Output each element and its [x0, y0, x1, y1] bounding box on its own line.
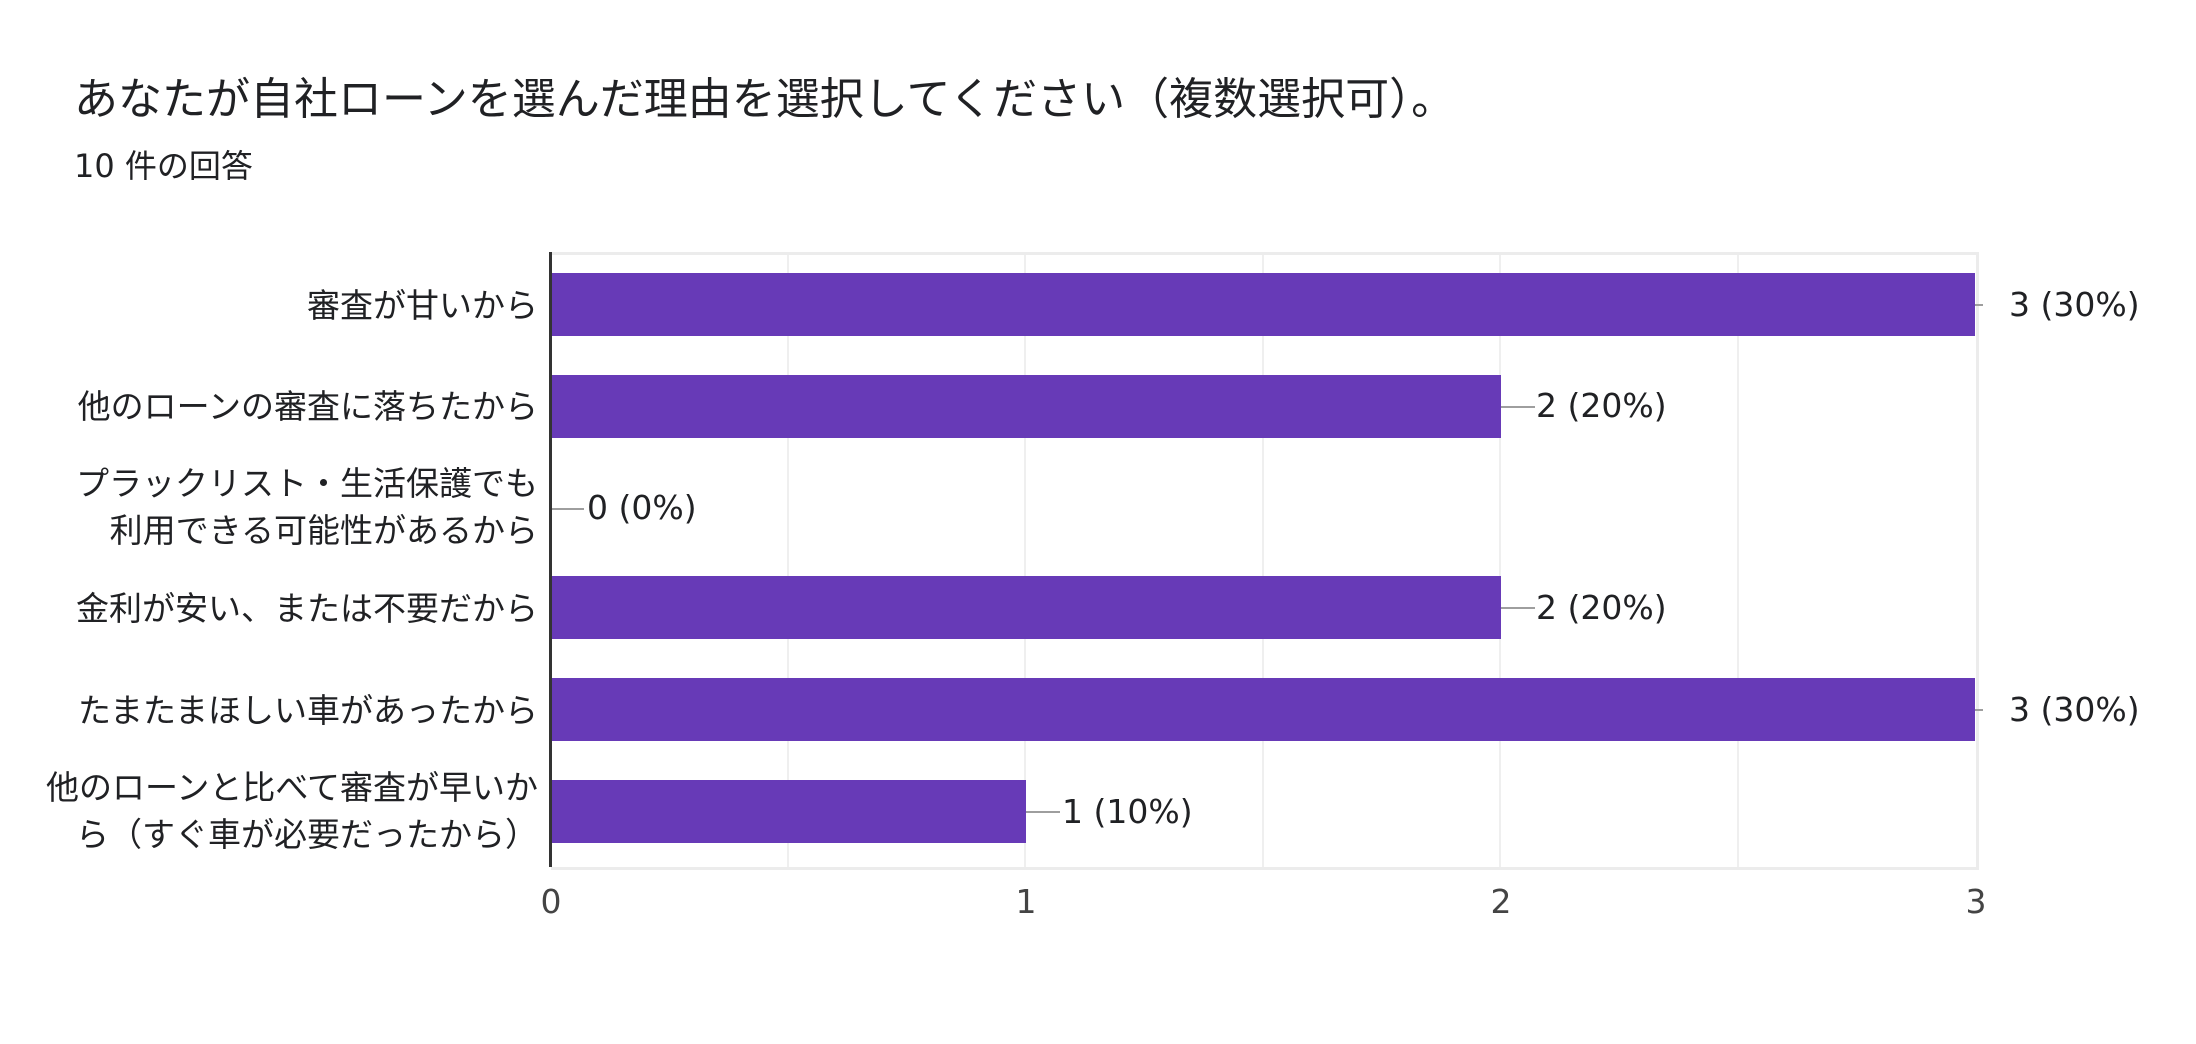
- gridline: [1262, 255, 1264, 867]
- x-tick-label: 1: [1015, 882, 1037, 921]
- value-label: 3 (30%): [2009, 690, 2140, 729]
- value-label: 3 (30%): [2009, 285, 2140, 324]
- value-label: 2 (20%): [1536, 588, 1667, 627]
- x-tick-label: 3: [1965, 882, 1987, 921]
- label-connector: [1975, 304, 1983, 306]
- label-connector: [1501, 406, 1535, 408]
- category-label: 審査が甘いから: [307, 282, 538, 329]
- bar[interactable]: [552, 375, 1501, 438]
- bar[interactable]: [552, 576, 1501, 639]
- category-label-line: ら（すぐ車が必要だったから）: [76, 815, 538, 854]
- category-label-line: 金利が安い、または不要だから: [76, 589, 538, 628]
- x-tick-label: 0: [540, 882, 562, 921]
- y-axis-line: [549, 252, 552, 867]
- bar[interactable]: [552, 780, 1026, 843]
- category-label: たまたまほしい車があったから: [78, 687, 538, 734]
- category-label-line: 他のローンの審査に落ちたから: [77, 387, 538, 426]
- gridline: [1737, 255, 1739, 867]
- label-connector: [552, 508, 584, 510]
- gridline: [1024, 255, 1026, 867]
- bar[interactable]: [552, 273, 1975, 336]
- response-count: 10 件の回答: [74, 147, 253, 185]
- category-label: 他のローンの審査に落ちたから: [78, 383, 538, 430]
- label-connector: [1501, 607, 1535, 609]
- category-label-line: たまたまほしい車があったから: [77, 691, 538, 730]
- gridline: [787, 255, 789, 867]
- gridline: [1499, 255, 1501, 867]
- x-tick-label: 2: [1490, 882, 1512, 921]
- category-label-line: 審査が甘いから: [307, 286, 538, 325]
- category-label-line: 利用できる可能性があるから: [109, 511, 538, 550]
- bar[interactable]: [552, 678, 1975, 741]
- value-label: 0 (0%): [587, 488, 697, 527]
- value-label: 2 (20%): [1536, 386, 1667, 425]
- category-label: プラックリスト・生活保護でも 利用できる可能性があるから: [76, 460, 538, 554]
- label-connector: [1975, 709, 1983, 711]
- chart-title: あなたが自社ローンを選んだ理由を選択してください（複数選択可）。: [74, 74, 1456, 125]
- label-connector: [1026, 811, 1060, 813]
- value-label: 1 (10%): [1062, 792, 1193, 831]
- category-label-line: 他のローンと比べて審査が早いか: [45, 768, 538, 807]
- category-label-line: プラックリスト・生活保護でも: [76, 464, 538, 503]
- category-label: 金利が安い、または不要だから: [76, 585, 538, 632]
- plot-area: [551, 252, 1979, 870]
- category-label: 他のローンと比べて審査が早いか ら（すぐ車が必要だったから）: [46, 764, 538, 858]
